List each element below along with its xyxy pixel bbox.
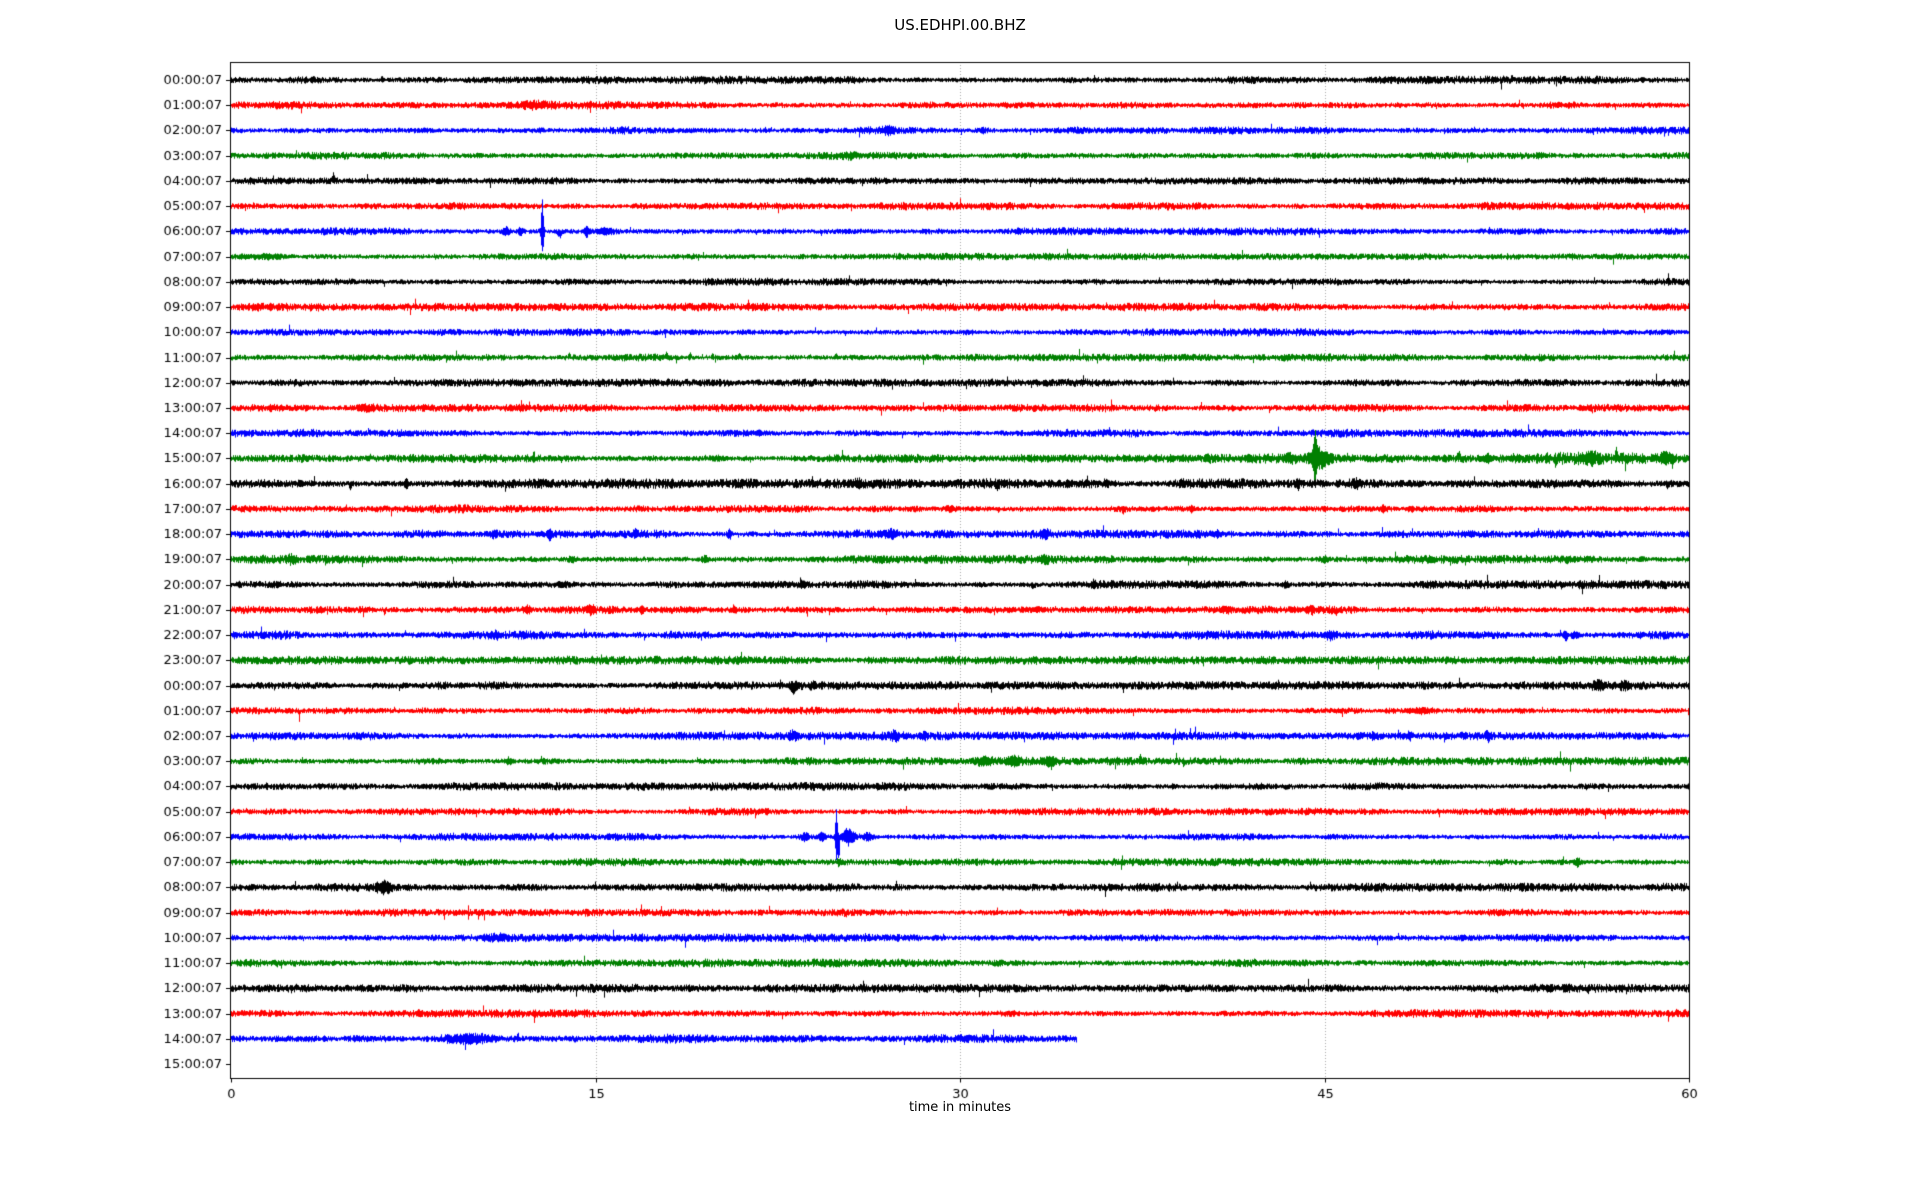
chart-title: US.EDHPI.00.BHZ xyxy=(894,16,1026,34)
x-axis-label: time in minutes xyxy=(908,1100,1012,1115)
